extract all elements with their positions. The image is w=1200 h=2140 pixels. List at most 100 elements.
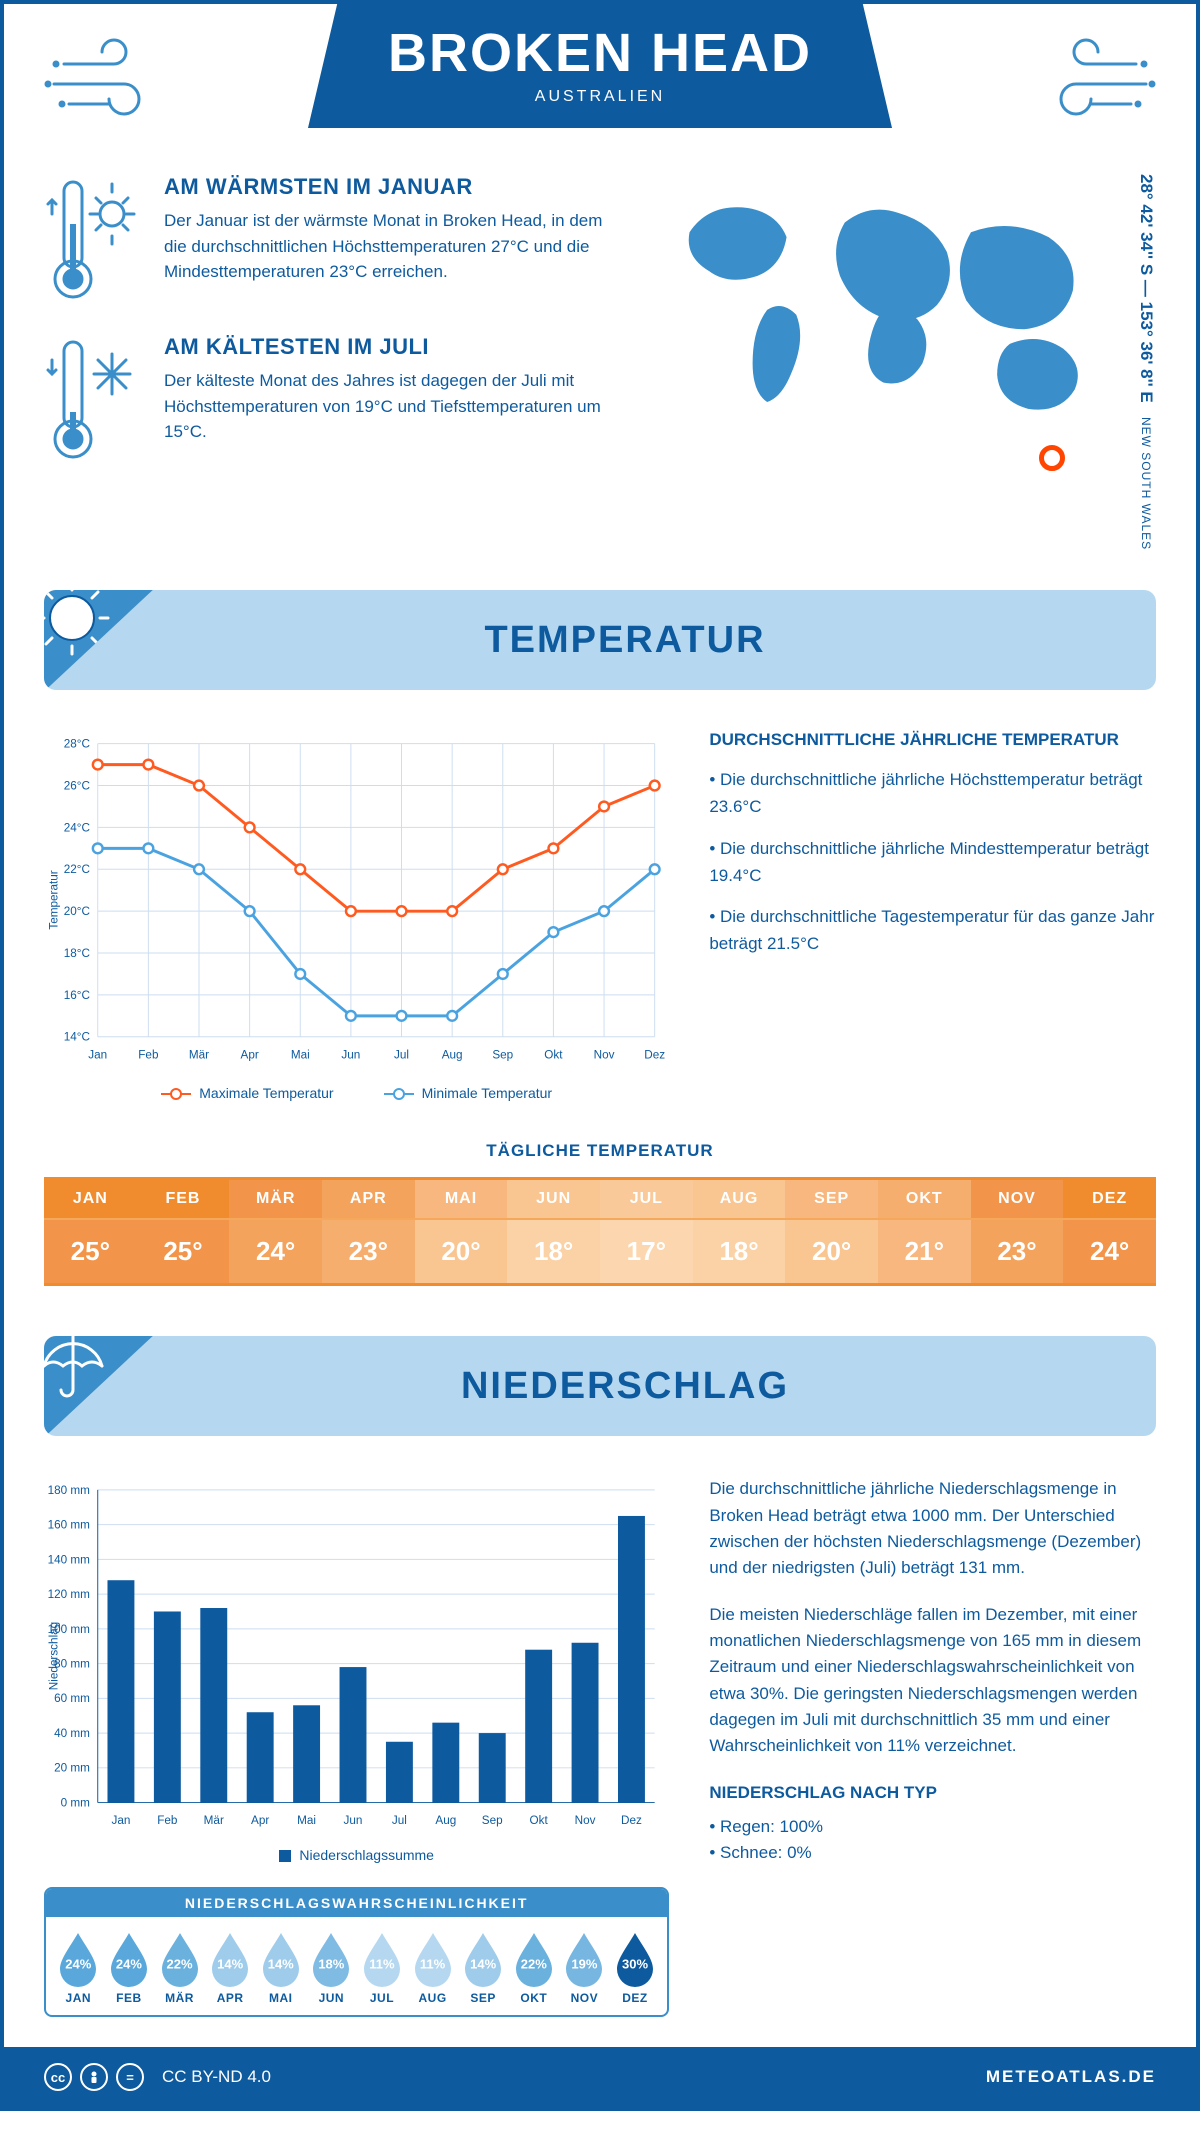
by-icon — [80, 2063, 108, 2091]
probability-month: DEZ — [611, 1991, 660, 2005]
warmest-block: AM WÄRMSTEN IM JANUAR Der Januar ist der… — [44, 174, 611, 304]
svg-text:Feb: Feb — [138, 1048, 159, 1061]
daily-month-header: JUL — [600, 1180, 693, 1220]
daily-temp-title: TÄGLICHE TEMPERATUR — [44, 1141, 1156, 1161]
daily-month-header: MAI — [415, 1180, 508, 1220]
daily-month-header: SEP — [785, 1180, 878, 1220]
probability-box: NIEDERSCHLAGSWAHRSCHEINLICHKEIT 24%JAN24… — [44, 1887, 669, 2017]
daily-temp-value: 21° — [878, 1220, 971, 1283]
license-block: cc = CC BY-ND 4.0 — [44, 2063, 271, 2091]
precip-type-snow: • Schnee: 0% — [709, 1840, 1156, 1866]
map-block: 28° 42' 34'' S — 153° 36' 8'' E NEW SOUT… — [641, 174, 1156, 550]
probability-month: NOV — [560, 1991, 609, 2005]
probability-cell: 24%JAN — [54, 1931, 103, 2005]
svg-text:180 mm: 180 mm — [48, 1484, 90, 1497]
daily-month-header: JUN — [507, 1180, 600, 1220]
temp-bullet-2: • Die durchschnittliche jährliche Mindes… — [709, 835, 1156, 889]
daily-temp-value: 25° — [44, 1220, 137, 1283]
daily-temp-value: 25° — [137, 1220, 230, 1283]
page-subtitle: AUSTRALIEN — [388, 88, 812, 106]
svg-text:26°C: 26°C — [64, 780, 91, 793]
coldest-block: AM KÄLTESTEN IM JULI Der kälteste Monat … — [44, 334, 611, 464]
daily-month-header: NOV — [971, 1180, 1064, 1220]
svg-text:28°C: 28°C — [64, 738, 91, 751]
daily-temp-value: 17° — [600, 1220, 693, 1283]
probability-value: 22% — [167, 1956, 193, 1971]
svg-text:24°C: 24°C — [64, 822, 91, 835]
temperature-chart: 14°C16°C18°C20°C22°C24°C26°C28°CJanFebMä… — [44, 730, 669, 1101]
legend-min: Minimale Temperatur — [422, 1085, 552, 1101]
precip-type-heading: NIEDERSCHLAG NACH TYP — [709, 1780, 1156, 1806]
raindrop-icon: 24% — [56, 1931, 100, 1987]
raindrop-icon: 30% — [613, 1931, 657, 1987]
probability-cell: 11% AUG — [408, 1931, 457, 2005]
precipitation-banner: NIEDERSCHLAG — [44, 1336, 1156, 1436]
probability-cell: 14%APR — [206, 1931, 255, 2005]
svg-text:Sep: Sep — [492, 1048, 513, 1061]
probability-month: MÄR — [155, 1991, 204, 2005]
precipitation-row: 0 mm20 mm40 mm60 mm80 mm100 mm120 mm140 … — [44, 1476, 1156, 2017]
svg-text:0 mm: 0 mm — [61, 1797, 90, 1810]
line-chart-legend: Maximale Temperatur Minimale Temperatur — [44, 1085, 669, 1101]
probability-cell: 24%FEB — [105, 1931, 154, 2005]
coldest-title: AM KÄLTESTEN IM JULI — [164, 334, 611, 360]
daily-temp-value: 24° — [1063, 1220, 1156, 1283]
precip-p1: Die durchschnittliche jährliche Niedersc… — [709, 1476, 1156, 1581]
thermometer-cold-icon — [44, 334, 144, 464]
daily-month-header: MÄR — [229, 1180, 322, 1220]
svg-text:Mai: Mai — [297, 1814, 316, 1827]
raindrop-icon: 14% — [259, 1931, 303, 1987]
legend-max: Maximale Temperatur — [199, 1085, 333, 1101]
probability-month: MAI — [256, 1991, 305, 2005]
svg-text:Dez: Dez — [644, 1048, 665, 1061]
warmest-text: Der Januar ist der wärmste Monat in Brok… — [164, 208, 611, 285]
probability-value: 22% — [521, 1956, 547, 1971]
svg-text:60 mm: 60 mm — [54, 1692, 90, 1705]
svg-text:Temperatur: Temperatur — [48, 870, 61, 929]
svg-text:Apr: Apr — [251, 1814, 269, 1827]
svg-text:Aug: Aug — [435, 1814, 456, 1827]
probability-grid: 24%JAN24%FEB22%MÄR14%APR14%MAI18%JUN11%J… — [46, 1917, 667, 2015]
probability-month: AUG — [408, 1991, 457, 2005]
svg-text:Apr: Apr — [241, 1048, 259, 1061]
raindrop-icon: 14% — [208, 1931, 252, 1987]
raindrop-icon: 22% — [512, 1931, 556, 1987]
probability-title: NIEDERSCHLAGSWAHRSCHEINLICHKEIT — [46, 1889, 667, 1917]
region-label: NEW SOUTH WALES — [1139, 417, 1153, 550]
svg-text:Jul: Jul — [392, 1814, 407, 1827]
thermometer-hot-icon — [44, 174, 144, 304]
intro-left: AM WÄRMSTEN IM JANUAR Der Januar ist der… — [44, 174, 611, 550]
wind-icon-left — [44, 34, 164, 134]
svg-text:Mär: Mär — [204, 1814, 224, 1827]
svg-text:40 mm: 40 mm — [54, 1727, 90, 1740]
raindrop-icon: 22% — [158, 1931, 202, 1987]
daily-temp-value: 18° — [693, 1220, 786, 1283]
precip-type-rain: • Regen: 100% — [709, 1814, 1156, 1840]
world-map-icon — [641, 174, 1126, 446]
probability-month: SEP — [459, 1991, 508, 2005]
page-title: BROKEN HEAD — [388, 22, 812, 84]
bar-legend-label: Niederschlagssumme — [299, 1847, 434, 1863]
probability-cell: 22% MÄR — [155, 1931, 204, 2005]
probability-month: OKT — [509, 1991, 558, 2005]
probability-value: 30% — [622, 1956, 648, 1971]
probability-cell: 14%SEP — [459, 1931, 508, 2005]
probability-cell: 19% NOV — [560, 1931, 609, 2005]
daily-month-header: AUG — [693, 1180, 786, 1220]
raindrop-icon: 19% — [562, 1931, 606, 1987]
svg-text:160 mm: 160 mm — [48, 1519, 90, 1532]
daily-month-header: FEB — [137, 1180, 230, 1220]
svg-text:Dez: Dez — [621, 1814, 642, 1827]
daily-temp-value: 20° — [415, 1220, 508, 1283]
probability-value: 11% — [420, 1956, 445, 1971]
coords-value: 28° 42' 34'' S — 153° 36' 8'' E — [1137, 174, 1156, 403]
daily-month-header: APR — [322, 1180, 415, 1220]
precip-p2: Die meisten Niederschläge fallen im Deze… — [709, 1602, 1156, 1760]
daily-temp-table: JANFEBMÄRAPRMAIJUNJULAUGSEPOKTNOVDEZ25°2… — [44, 1177, 1156, 1286]
probability-cell: 22% OKT — [509, 1931, 558, 2005]
svg-text:Feb: Feb — [157, 1814, 178, 1827]
daily-temp-value: 24° — [229, 1220, 322, 1283]
probability-cell: 18%JUN — [307, 1931, 356, 2005]
svg-text:16°C: 16°C — [64, 989, 91, 1002]
svg-text:20 mm: 20 mm — [54, 1762, 90, 1775]
